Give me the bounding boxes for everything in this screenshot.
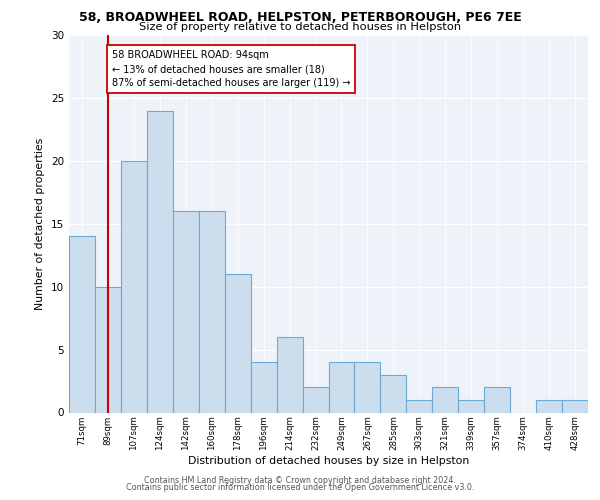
Bar (355, 362, 380, 412)
Bar (225, 274, 251, 412)
Text: Contains HM Land Registry data © Crown copyright and database right 2024.: Contains HM Land Registry data © Crown c… (144, 476, 456, 485)
Bar (458, 400, 484, 412)
Bar (69, 236, 95, 412)
Bar (406, 400, 432, 412)
Bar (302, 388, 329, 412)
X-axis label: Distribution of detached houses by size in Helpston: Distribution of detached houses by size … (188, 456, 469, 466)
Bar (484, 388, 510, 412)
Bar (251, 362, 277, 412)
Bar (199, 211, 224, 412)
Text: Size of property relative to detached houses in Helpston: Size of property relative to detached ho… (139, 22, 461, 32)
Bar (329, 362, 355, 412)
Bar (536, 400, 562, 412)
Bar (562, 400, 588, 412)
Bar (277, 337, 302, 412)
Y-axis label: Number of detached properties: Number of detached properties (35, 138, 46, 310)
Text: 58 BROADWHEEL ROAD: 94sqm
← 13% of detached houses are smaller (18)
87% of semi-: 58 BROADWHEEL ROAD: 94sqm ← 13% of detac… (112, 50, 350, 88)
Text: 58, BROADWHEEL ROAD, HELPSTON, PETERBOROUGH, PE6 7EE: 58, BROADWHEEL ROAD, HELPSTON, PETERBORO… (79, 11, 521, 24)
Bar (433, 388, 458, 412)
Bar (173, 211, 199, 412)
Bar (121, 161, 147, 412)
Bar (95, 286, 121, 412)
Text: Contains public sector information licensed under the Open Government Licence v3: Contains public sector information licen… (126, 483, 474, 492)
Bar (380, 375, 406, 412)
Bar (147, 110, 173, 412)
